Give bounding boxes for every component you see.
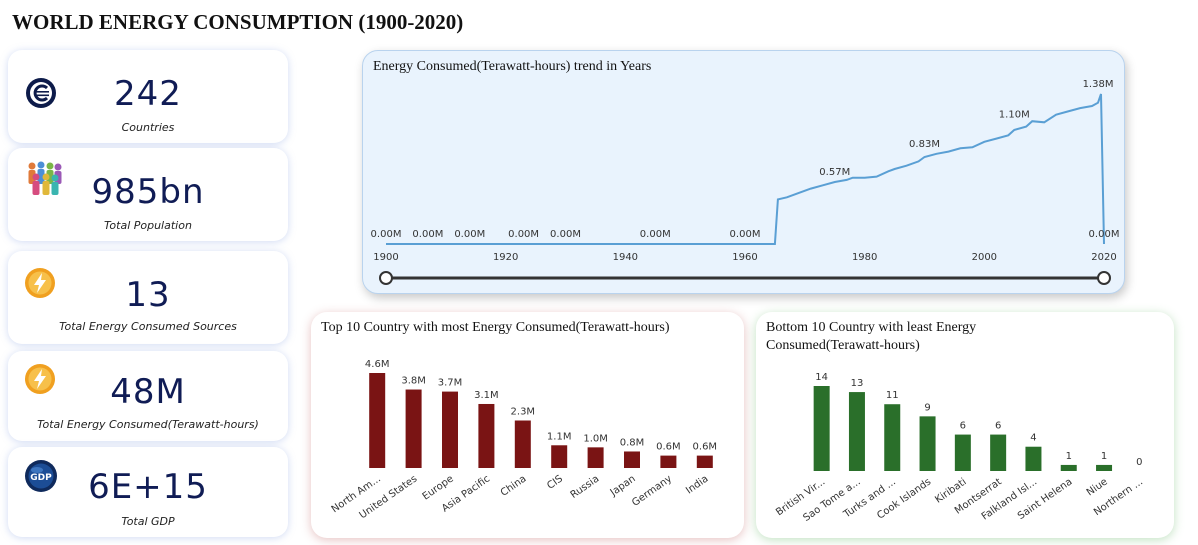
kpi-card-energy-sources[interactable]: 13 Total Energy Consumed Sources	[8, 251, 288, 344]
bottom10-bar	[1060, 464, 1077, 471]
trend-x-tick-label: 1900	[373, 252, 398, 263]
trend-x-tick-label: 2020	[1091, 252, 1116, 263]
top10-category-label: CIS	[545, 473, 565, 491]
bottom10-bar-value-label: 4	[1030, 433, 1036, 444]
bottom10-chart-title: Bottom 10 Country with least Energy Cons…	[766, 320, 977, 353]
top10-bar-value-label: 3.7M	[438, 378, 463, 389]
countries-logo-icon	[26, 78, 56, 108]
top10-bar	[405, 389, 422, 468]
bottom10-bar	[813, 386, 830, 471]
top10-bar	[660, 455, 677, 468]
kpi-label: Total Population	[104, 219, 192, 232]
trend-series-line	[386, 93, 1105, 245]
bottom10-bar	[848, 392, 865, 471]
bottom10-bar	[1025, 446, 1042, 471]
bottom10-bar	[990, 434, 1007, 471]
trend-x-tick-label: 1960	[732, 252, 757, 263]
lightning-icon	[25, 364, 55, 394]
trend-data-label: 1.38M	[1083, 79, 1114, 90]
top10-category-label: Russia	[569, 473, 602, 500]
trend-x-tick-label: 1980	[852, 252, 877, 263]
top10-category-label: Japan	[608, 473, 638, 499]
top10-bar-value-label: 0.6M	[693, 442, 718, 453]
bottom10-bar-value-label: 1	[1066, 451, 1072, 462]
kpi-value: 985bn	[91, 172, 205, 212]
trend-data-label: 0.57M	[819, 167, 850, 178]
trend-x-tick-label: 2000	[972, 252, 997, 263]
trend-data-label: 0.00M	[508, 229, 539, 240]
kpi-value: 13	[125, 275, 171, 315]
bottom10-bar-value-label: 9	[924, 402, 930, 413]
trend-chart-card[interactable]: Energy Consumed(Terawatt-hours) trend in…	[362, 50, 1125, 294]
top10-bar-value-label: 2.3M	[511, 407, 536, 418]
top10-bar-value-label: 4.6M	[365, 359, 390, 370]
top10-chart-title: Top 10 Country with most Energy Consumed…	[321, 320, 670, 335]
year-slider-start-handle[interactable]	[379, 271, 393, 285]
top10-bar	[587, 447, 604, 468]
top10-bar	[442, 391, 458, 468]
trend-data-label: 0.00M	[371, 229, 402, 240]
bottom10-bar-value-label: 0	[1136, 457, 1142, 468]
bottom10-bar	[1096, 464, 1113, 471]
bottom10-category-label: Niue	[1085, 476, 1110, 498]
top10-bar	[624, 451, 640, 468]
bottom10-bar-value-label: 6	[995, 421, 1001, 432]
trend-chart-title: Energy Consumed(Terawatt-hours) trend in…	[373, 59, 652, 74]
trend-data-label: 0.00M	[640, 229, 671, 240]
top10-bar	[514, 420, 531, 468]
kpi-card-gdp[interactable]: GDP 6E+15 Total GDP	[8, 447, 288, 537]
bottom10-chart-card[interactable]: Bottom 10 Country with least Energy Cons…	[756, 312, 1174, 538]
gdp-globe-icon: GDP	[25, 460, 57, 492]
kpi-label: Total Energy Consumed(Terawatt-hours)	[37, 418, 259, 431]
top10-bar-value-label: 0.8M	[620, 437, 645, 448]
bottom10-bar	[919, 416, 936, 471]
trend-data-label: 0.00M	[454, 229, 485, 240]
lightning-icon	[25, 268, 55, 298]
trend-data-label: 0.83M	[909, 139, 940, 150]
kpi-card-countries[interactable]: 242 Countries	[8, 50, 288, 143]
kpi-value: 242	[114, 74, 182, 114]
top10-bar-value-label: 3.8M	[401, 376, 426, 387]
gdp-badge-text: GDP	[30, 473, 52, 483]
people-icon	[28, 161, 62, 195]
kpi-value: 6E+15	[88, 467, 208, 507]
bottom10-bar-value-label: 14	[815, 372, 828, 383]
trend-x-tick-label: 1920	[493, 252, 518, 263]
trend-data-label: 0.00M	[1089, 229, 1120, 240]
top10-category-label: China	[499, 473, 529, 498]
bottom10-bar-value-label: 13	[851, 378, 864, 389]
trend-data-label: 1.10M	[999, 109, 1030, 120]
top10-category-label: India	[684, 473, 710, 496]
kpi-label: Countries	[121, 121, 175, 134]
bottom10-bar-value-label: 6	[960, 421, 966, 432]
trend-data-label: 0.00M	[550, 229, 581, 240]
top10-bar-value-label: 0.6M	[656, 442, 681, 453]
kpi-card-energy-consumed[interactable]: 48M Total Energy Consumed(Terawatt-hours…	[8, 351, 288, 441]
bottom10-bar	[954, 434, 971, 471]
top10-bar-value-label: 1.0M	[583, 433, 608, 444]
year-slider-end-handle[interactable]	[1097, 271, 1111, 285]
top10-chart-card[interactable]: Top 10 Country with most Energy Consumed…	[311, 312, 744, 538]
bottom10-bar	[884, 404, 901, 471]
kpi-label: Total Energy Consumed Sources	[59, 320, 237, 333]
bottom10-bar-value-label: 11	[886, 390, 899, 401]
top10-bar-value-label: 1.1M	[547, 431, 572, 442]
top10-bar	[369, 373, 386, 468]
top10-bar	[696, 455, 713, 468]
page-title: WORLD ENERGY CONSUMPTION (1900-2020)	[12, 10, 464, 34]
trend-line-chart: 0.00M 0.00M 0.00M 0.00M 0.00M 0.00M 0.00M 0.57M…	[371, 79, 1120, 285]
kpi-card-population[interactable]: 985bn Total Population	[8, 148, 288, 241]
trend-data-label: 0.00M	[412, 229, 443, 240]
kpi-value: 48M	[110, 372, 186, 412]
top10-bar	[478, 403, 495, 468]
top10-category-label: Germany	[630, 473, 674, 508]
kpi-label: Total GDP	[121, 515, 175, 528]
top10-bar	[551, 445, 568, 468]
trend-x-tick-label: 1940	[613, 252, 638, 263]
bottom10-bar-value-label: 1	[1101, 451, 1107, 462]
trend-data-label: 0.00M	[730, 229, 761, 240]
top10-bar-value-label: 3.1M	[474, 390, 499, 401]
